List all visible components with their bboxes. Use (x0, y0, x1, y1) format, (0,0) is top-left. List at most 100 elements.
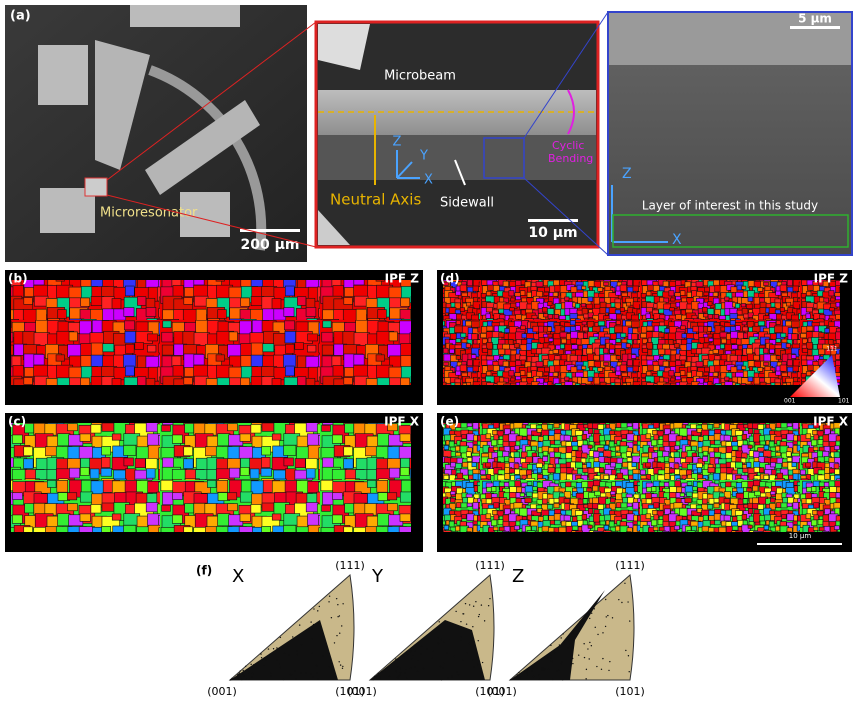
scatter-dot (538, 673, 540, 676)
map-mode: IPF X (384, 415, 420, 429)
axis-label: X (672, 232, 682, 248)
scatter-dot (562, 633, 564, 635)
scatter-dot (406, 677, 408, 679)
scatter-dot (310, 621, 312, 623)
scatter-dot (322, 655, 325, 657)
scatter-dot (464, 602, 467, 605)
scatter-dot (231, 678, 233, 681)
scatter-dot (397, 677, 399, 679)
scatter-dot (398, 675, 400, 678)
axis-label: Z (393, 135, 402, 150)
scatter-dot (413, 666, 416, 668)
scatter-dot (337, 616, 339, 618)
scatter-dot (552, 678, 554, 681)
scatter-dot (330, 617, 333, 619)
scatter-dot (481, 661, 484, 664)
scatter-dot (568, 642, 571, 645)
scatter-dot (585, 668, 588, 671)
bending-arrow (567, 89, 575, 135)
axis-label: X (424, 173, 433, 188)
scale-bar-label: 5 μm (798, 12, 832, 26)
scatter-dot (460, 636, 462, 638)
scatter-dot (405, 669, 407, 671)
scatter-dot (457, 674, 460, 676)
scatter-dot (305, 672, 307, 674)
scatter-dot (336, 634, 338, 637)
scatter-dot (245, 678, 247, 680)
scatter-dot (279, 666, 282, 669)
scatter-dot (242, 669, 244, 672)
scatter-dot (432, 650, 435, 652)
scatter-dot (448, 639, 451, 641)
scatter-dot (403, 655, 405, 658)
scatter-dot (583, 643, 585, 645)
inverse-pole-figures: X(111)(001) (101)Y(111)(001) (101)Z(111)(0… (207, 559, 645, 698)
scatter-dot (462, 613, 464, 615)
scatter-dot (397, 666, 399, 668)
beam-label: Microbeam (384, 69, 456, 84)
scatter-dot (426, 648, 428, 650)
scatter-dot (317, 610, 319, 612)
scatter-dot (333, 642, 336, 644)
scatter-dot (231, 677, 233, 680)
scatter-dot (313, 608, 315, 610)
scatter-dot (546, 657, 548, 659)
scatter-dot (317, 622, 320, 625)
scatter-dot (438, 621, 440, 623)
scatter-dot (455, 610, 457, 613)
scatter-dot (550, 644, 552, 647)
scatter-dot (594, 626, 596, 629)
scatter-dot (516, 675, 519, 677)
roi-box (483, 137, 525, 179)
scatter-dot (237, 677, 239, 679)
scatter-dot (289, 673, 291, 676)
scatter-dot (442, 666, 444, 669)
scatter-dot (399, 673, 401, 676)
scatter-dot (624, 582, 626, 584)
axis-y (396, 161, 413, 179)
pole-label: (001) (487, 685, 517, 698)
scatter-dot (373, 675, 376, 678)
scatter-dot (420, 645, 423, 647)
scatter-dot (294, 670, 296, 672)
scatter-dot (543, 669, 545, 671)
scatter-dot (241, 678, 243, 681)
pole-label: (001) (347, 685, 377, 698)
scatter-dot (252, 664, 255, 666)
scatter-dot (406, 654, 409, 656)
scatter-dot (480, 604, 483, 606)
scatter-dot (310, 673, 312, 675)
comb-drive (95, 40, 260, 195)
pole-label: (101) (615, 685, 645, 698)
scatter-dot (538, 678, 541, 681)
ipf-triangle (508, 574, 635, 681)
scatter-dot (591, 612, 593, 614)
scatter-dot (237, 674, 239, 676)
scatter-dot (597, 633, 599, 636)
scatter-dot (559, 647, 561, 649)
scatter-dot (468, 642, 470, 645)
axis-label: Z (512, 566, 524, 587)
scatter-dot (561, 661, 563, 663)
scatter-dot (292, 636, 294, 638)
scatter-dot (618, 598, 620, 601)
scatter-dot (588, 658, 590, 660)
axes-triad (396, 150, 420, 179)
scatter-dot (563, 641, 565, 644)
scatter-dot (335, 597, 338, 600)
scatter-dot (238, 678, 240, 680)
scatter-dot (417, 659, 419, 662)
layer-box (612, 214, 849, 248)
scatter-dot (552, 660, 554, 663)
scatter-dot (560, 662, 563, 665)
color-key (790, 355, 840, 397)
scatter-dot (532, 675, 535, 678)
scatter-dot (602, 657, 604, 660)
scatter-dot (541, 658, 543, 660)
pole-label: (111) (335, 559, 365, 572)
scatter-dot (388, 675, 391, 678)
scatter-dot (243, 674, 245, 677)
pole-label: (001) (207, 685, 237, 698)
scatter-dot (572, 662, 574, 665)
scatter-dot (627, 655, 630, 657)
